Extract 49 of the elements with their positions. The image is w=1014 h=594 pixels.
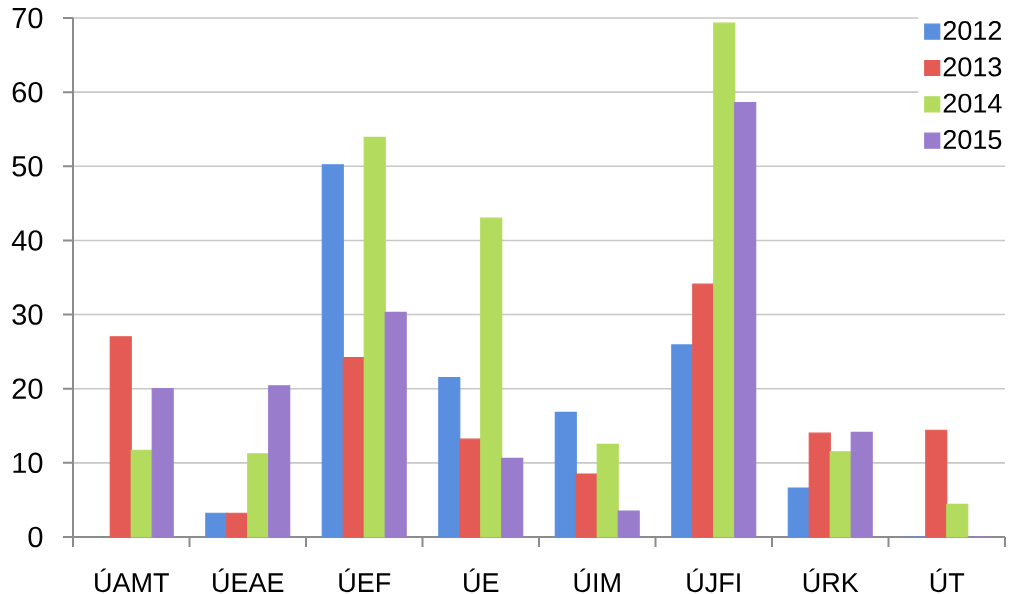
bar bbox=[109, 336, 132, 538]
bar bbox=[596, 443, 619, 538]
bar bbox=[575, 473, 598, 538]
x-tick-label: ÚE bbox=[464, 568, 499, 593]
bar bbox=[342, 356, 365, 538]
y-tick-label: 60 bbox=[12, 81, 43, 103]
y-tick-label: 50 bbox=[12, 156, 43, 177]
y-tick-label: 20 bbox=[12, 378, 43, 399]
bar bbox=[671, 344, 694, 538]
legend-label: 2013 bbox=[943, 57, 1002, 77]
bar bbox=[321, 164, 344, 538]
bar bbox=[480, 217, 503, 538]
bar bbox=[363, 136, 386, 538]
bar bbox=[808, 432, 831, 538]
x-tick-label: ÚEAE bbox=[213, 568, 284, 593]
bar bbox=[268, 385, 291, 538]
bar bbox=[501, 457, 524, 538]
x-tick-label: ÚJFI bbox=[687, 568, 740, 593]
x-tick-label: ÚEF bbox=[339, 568, 391, 593]
x-tick-label: ÚT bbox=[930, 568, 965, 593]
y-tick-label: 30 bbox=[12, 304, 43, 325]
y-tick-label: 0 bbox=[28, 526, 43, 548]
bar bbox=[925, 429, 948, 538]
bar bbox=[617, 510, 640, 538]
y-tick-label: 10 bbox=[13, 452, 43, 474]
y-tick-label: 70 bbox=[12, 7, 43, 29]
bar bbox=[787, 487, 810, 538]
legend-label: 2015 bbox=[943, 129, 1002, 150]
bar bbox=[946, 503, 969, 538]
bar bbox=[384, 311, 407, 538]
bar bbox=[247, 453, 270, 538]
legend-label: 2014 bbox=[943, 93, 1002, 113]
bar bbox=[829, 451, 852, 538]
bar bbox=[205, 512, 228, 538]
x-tick-label: ÚIM bbox=[574, 568, 620, 593]
x-tick-label: ÚRK bbox=[803, 568, 859, 593]
bar bbox=[226, 512, 249, 538]
bar bbox=[734, 101, 757, 538]
legend-label: 2012 bbox=[943, 21, 1002, 41]
bar bbox=[438, 376, 461, 538]
bar bbox=[692, 283, 715, 538]
bar bbox=[130, 449, 153, 538]
bar bbox=[151, 388, 174, 538]
y-tick-label: 40 bbox=[11, 230, 43, 251]
x-tick-label: ÚAMT bbox=[95, 568, 169, 593]
bar bbox=[554, 411, 577, 538]
bar bbox=[459, 438, 482, 538]
bar bbox=[850, 431, 873, 538]
bar bbox=[713, 22, 736, 538]
